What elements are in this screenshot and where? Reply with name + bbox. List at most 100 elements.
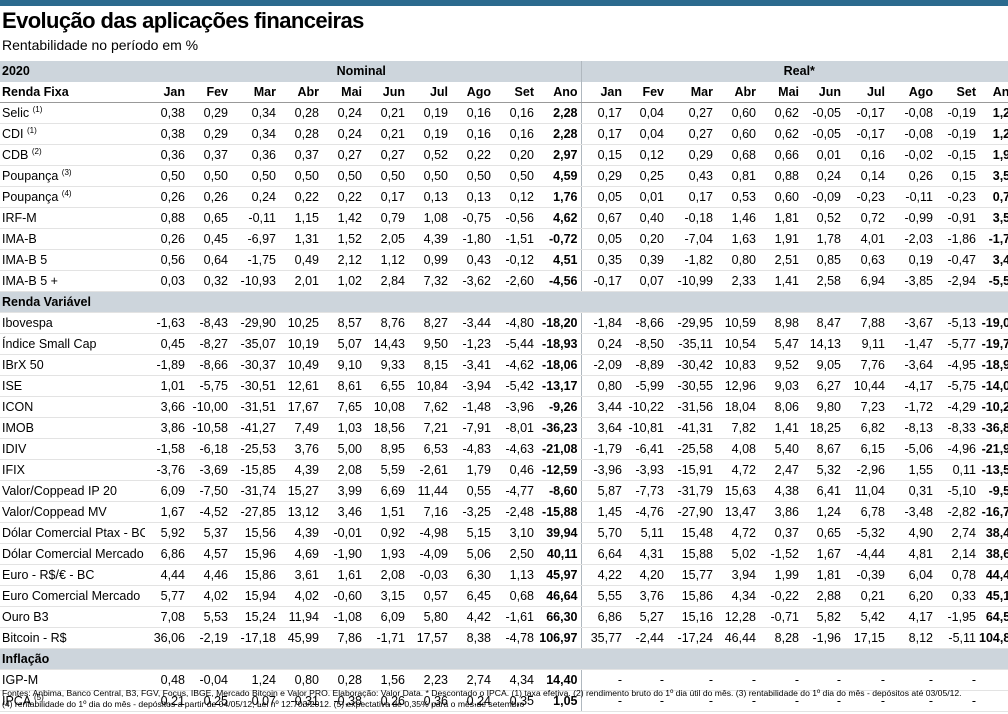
footer-line: Fontes: Anbima, Banco Central, B3, FGV, … bbox=[2, 688, 962, 698]
real-value: - bbox=[802, 690, 844, 712]
nominal-value: -3,96 bbox=[494, 396, 537, 418]
nominal-value: -3,62 bbox=[451, 270, 494, 292]
nominal-value: 2,23 bbox=[408, 669, 451, 691]
row-label: Dólar Comercial Ptax - BC bbox=[2, 526, 145, 540]
real-value: 5,32 bbox=[802, 459, 844, 481]
real-value: 1,21 bbox=[979, 123, 1008, 145]
real-value: - bbox=[667, 669, 716, 691]
row-label: Ouro B3 bbox=[2, 610, 49, 624]
nominal-value: 1,12 bbox=[365, 249, 408, 271]
nominal-value: 0,35 bbox=[494, 690, 537, 712]
section-header-row: Inflação bbox=[0, 648, 1008, 670]
nominal-value: -8,60 bbox=[537, 480, 581, 502]
real-value: -5,99 bbox=[625, 375, 667, 397]
real-value: 0,16 bbox=[844, 144, 888, 166]
row-label-cell: Poupança (4) bbox=[0, 186, 145, 208]
nominal-value: -3,76 bbox=[145, 459, 188, 481]
row-label: IPCA bbox=[2, 694, 31, 708]
real-value: 1,67 bbox=[802, 543, 844, 565]
nominal-value: -4,62 bbox=[494, 354, 537, 376]
nominal-value: -21,08 bbox=[537, 438, 581, 460]
nominal-value: -3,94 bbox=[451, 375, 494, 397]
footnote-ref: (4) bbox=[61, 188, 72, 198]
real-value: 5,47 bbox=[759, 333, 802, 355]
real-value: 0,65 bbox=[802, 522, 844, 544]
nominal-value: -41,27 bbox=[231, 417, 279, 439]
section-header-row: Renda Fixa Jan Fev Mar Abr Mai Jun Jul Ago Set Ano… bbox=[0, 82, 1008, 103]
nominal-value: 0,50 bbox=[231, 165, 279, 187]
real-value: -21,90 bbox=[979, 438, 1008, 460]
table-row: IBrX 50 -1,89 -8,66 -30,37 10,49 9,10 9,33 8,15… bbox=[0, 354, 1008, 376]
row-label: IMA-B 5 bbox=[2, 253, 48, 267]
real-value: 1,46 bbox=[716, 207, 759, 229]
real-value: 104,81 bbox=[979, 627, 1008, 649]
nominal-value: 0,68 bbox=[494, 585, 537, 607]
real-value: -15,91 bbox=[667, 459, 716, 481]
real-value: 0,01 bbox=[802, 144, 844, 166]
nominal-value: 0,45 bbox=[188, 228, 231, 250]
nominal-value: 9,50 bbox=[408, 333, 451, 355]
real-value: 14,13 bbox=[802, 333, 844, 355]
month-header: Ago bbox=[888, 82, 936, 103]
real-value: -7,73 bbox=[625, 480, 667, 502]
real-value: 9,52 bbox=[759, 354, 802, 376]
real-value: 0,12 bbox=[625, 144, 667, 166]
real-value: -8,13 bbox=[888, 417, 936, 439]
real-value: - bbox=[759, 690, 802, 712]
real-value: -0,11 bbox=[888, 186, 936, 208]
nominal-value: 1,67 bbox=[145, 501, 188, 523]
real-value: -0,23 bbox=[844, 186, 888, 208]
nominal-value: 4,39 bbox=[279, 459, 322, 481]
real-value: -3,48 bbox=[888, 501, 936, 523]
nominal-value: 10,25 bbox=[279, 312, 322, 334]
nominal-value: 0,37 bbox=[188, 144, 231, 166]
real-value: -0,39 bbox=[844, 564, 888, 586]
nominal-value: 0,16 bbox=[451, 102, 494, 124]
month-header: Jul bbox=[408, 82, 451, 103]
real-value: -30,42 bbox=[667, 354, 716, 376]
real-value: -8,66 bbox=[625, 312, 667, 334]
real-value: -4,95 bbox=[936, 354, 979, 376]
row-label-cell: IMOB bbox=[0, 417, 145, 439]
nominal-value: 0,27 bbox=[322, 144, 365, 166]
row-label-cell: IRF-M bbox=[0, 207, 145, 229]
nominal-value: 0,80 bbox=[279, 669, 322, 691]
table-row: CDI (1) 0,38 0,29 0,34 0,28 0,24 0,21 0,19 0,16 0… bbox=[0, 123, 1008, 145]
nominal-value: 17,67 bbox=[279, 396, 322, 418]
real-value: -1,75 bbox=[979, 228, 1008, 250]
nominal-value: 1,05 bbox=[537, 690, 581, 712]
real-value: 0,24 bbox=[802, 165, 844, 187]
nominal-value: 0,22 bbox=[279, 186, 322, 208]
nominal-value: 0,21 bbox=[365, 102, 408, 124]
nominal-value: 5,15 bbox=[451, 522, 494, 544]
table-row: IFIX -3,76 -3,69 -15,85 4,39 2,08 5,59 -2,61 1,7… bbox=[0, 459, 1008, 481]
real-value: -13,50 bbox=[979, 459, 1008, 481]
real-value: -4,96 bbox=[936, 438, 979, 460]
nominal-value: 10,84 bbox=[408, 375, 451, 397]
section-title: Renda Fixa bbox=[0, 82, 145, 103]
row-label: ISE bbox=[2, 379, 23, 393]
nominal-value: 9,10 bbox=[322, 354, 365, 376]
table-row: Valor/Coppead IP 20 6,09 -7,50 -31,74 15,27 3… bbox=[0, 480, 1008, 502]
real-value: 1,63 bbox=[716, 228, 759, 250]
month-header: Set bbox=[494, 82, 537, 103]
real-value: 9,80 bbox=[802, 396, 844, 418]
nominal-value: 0,07 bbox=[231, 690, 279, 712]
nominal-value: 10,19 bbox=[279, 333, 322, 355]
nominal-value: 6,55 bbox=[365, 375, 408, 397]
nominal-value: 0,16 bbox=[494, 102, 537, 124]
nominal-value: 1,51 bbox=[365, 501, 408, 523]
nominal-value: -1,89 bbox=[145, 354, 188, 376]
real-value: 5,27 bbox=[625, 606, 667, 628]
real-value: 0,20 bbox=[625, 228, 667, 250]
real-value: 0,40 bbox=[625, 207, 667, 229]
nominal-value: 0,36 bbox=[408, 690, 451, 712]
real-value: 5,55 bbox=[580, 585, 625, 607]
footnote-ref: (3) bbox=[61, 167, 72, 177]
nominal-value: -31,74 bbox=[231, 480, 279, 502]
nominal-value: 8,76 bbox=[365, 312, 408, 334]
row-label: Poupança bbox=[2, 169, 59, 183]
real-value: 15,63 bbox=[716, 480, 759, 502]
nominal-value: 0,13 bbox=[408, 186, 451, 208]
real-value: -10,22 bbox=[625, 396, 667, 418]
